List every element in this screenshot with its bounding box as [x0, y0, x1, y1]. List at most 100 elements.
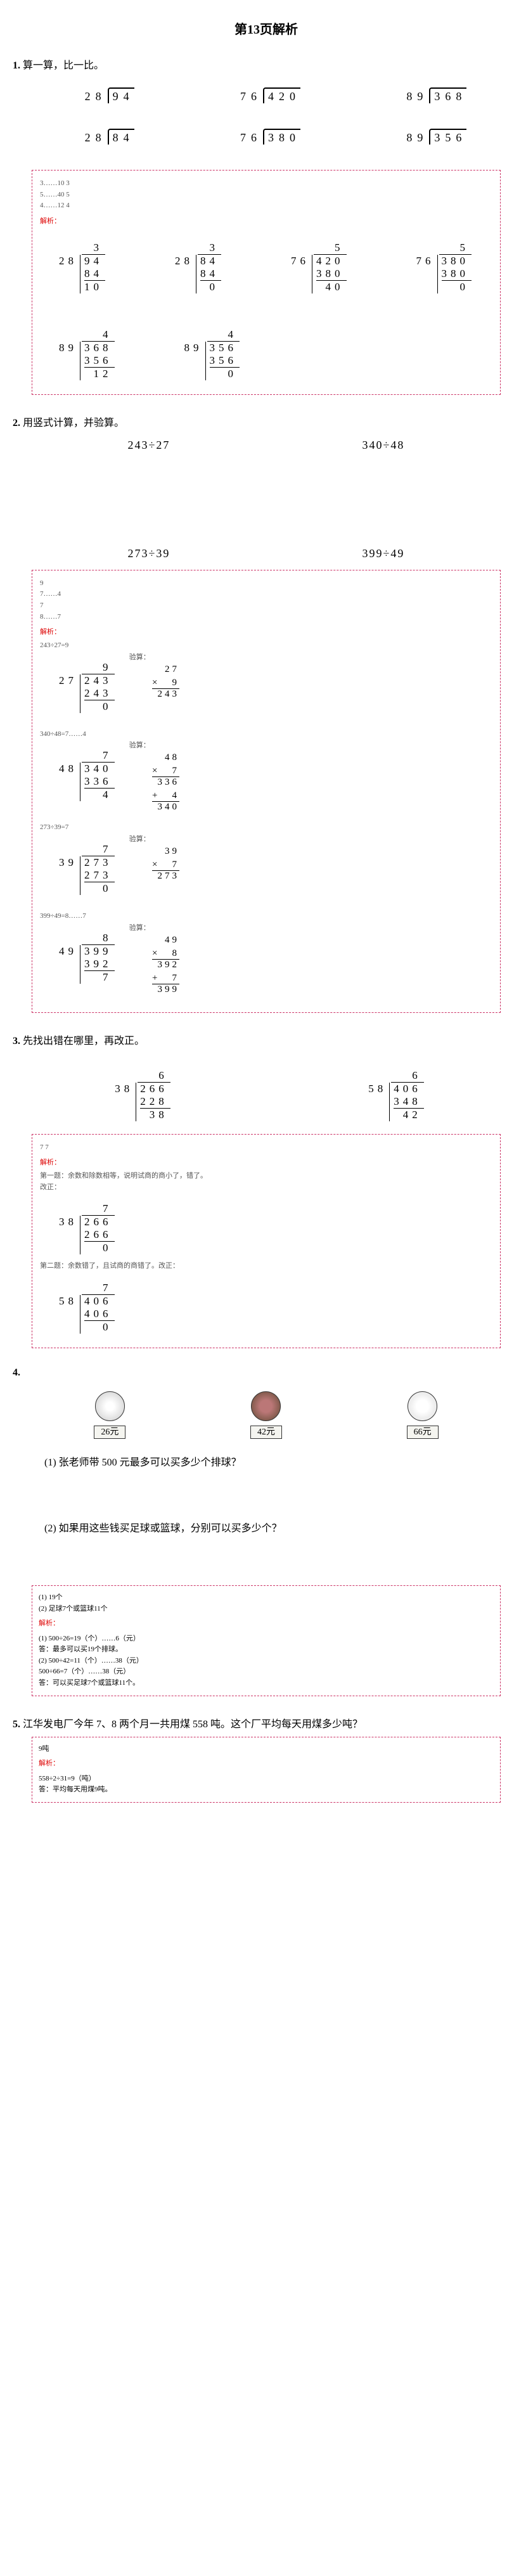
- verify-calc: 39 × 7 273: [152, 846, 179, 882]
- solution-line: 解析：: [39, 1758, 494, 1770]
- q1-solution: 3……10 35……40 54……12 4 解析： 3 28 94 84 10 …: [32, 170, 501, 395]
- q2-number: 2.: [13, 418, 20, 428]
- q3-problems: 6 38 266 228 38 6 58 406 348 42: [13, 1060, 507, 1128]
- q3-note2: 第二题：余数错了，且试商的商错了。改正：: [40, 1261, 492, 1272]
- price-tag: 66元: [407, 1426, 439, 1439]
- dividend: 420: [263, 87, 300, 103]
- solution-line: (1) 500÷26=19（个）……6（元）: [39, 1633, 494, 1645]
- long-division: 4 89 368 356 12: [59, 328, 115, 380]
- q3-ans: 7 7: [40, 1142, 492, 1154]
- verify-calc: 49 × 8 392+ 7 399: [152, 935, 179, 995]
- long-division: 6 58 406 348 42: [368, 1069, 424, 1121]
- long-division: 7 38 266 266 0: [59, 1202, 115, 1254]
- solution-line: (2) 500÷42=11（个）……38（元）: [39, 1656, 494, 1667]
- q2-row2: 273÷39 399÷49: [32, 547, 501, 560]
- verify-label: 验算：: [129, 924, 150, 932]
- long-division: 6 38 266 228 38: [115, 1069, 170, 1121]
- division-problem: 89 356: [406, 129, 466, 145]
- verify-label: 验算：: [129, 742, 150, 749]
- q4-prices: 26元 42元 66元: [32, 1391, 501, 1438]
- q4-number: 4.: [13, 1367, 20, 1378]
- q2-expr: 243÷27: [128, 439, 170, 452]
- q2-expr: 273÷39: [128, 547, 170, 560]
- q3-note1: 第一题：余数和除数相等，说明试商的商小了，错了。: [40, 1171, 492, 1182]
- solution-line: 500÷66=7（个）……38（元）: [39, 1666, 494, 1678]
- long-division: 7 58 406 406 0: [59, 1282, 115, 1334]
- division-problem: 76 380: [240, 129, 300, 145]
- q1-row1: 28 94 76 420 89 368: [32, 87, 507, 103]
- price-tag: 26元: [94, 1426, 125, 1439]
- q5-solution: 9吨解析： 558÷2÷31=9（吨）答：平均每天用煤9吨。: [32, 1737, 501, 1803]
- q2-row1: 243÷27 340÷48: [32, 439, 501, 452]
- division-problem: 76 420: [240, 87, 300, 103]
- q3-fix1: 7 38 266 266 0: [40, 1193, 492, 1261]
- verify-calc: 48 × 7 336+ 4 340: [152, 752, 179, 813]
- solution-line: (2) 足球7个或篮球11个: [39, 1604, 494, 1615]
- divisor: 28: [85, 131, 108, 145]
- q2-works: 243÷27=9 9 27 243 243 0 验算： 27 × 9 243 3…: [40, 640, 492, 995]
- q2-expr: 340÷48: [363, 439, 405, 452]
- q3-solution: 7 7 解析： 第一题：余数和除数相等，说明试商的商小了，错了。 改正： 7 3…: [32, 1134, 501, 1348]
- solution-line: 答：平均每天用煤9吨。: [39, 1784, 494, 1796]
- jiexi-label: 解析：: [40, 1157, 492, 1167]
- verify-label: 验算：: [129, 654, 150, 661]
- dividend: 356: [429, 129, 466, 145]
- q2-text: 用竖式计算，并验算。: [23, 418, 124, 428]
- jiexi-label: 解析：: [40, 626, 492, 636]
- divisor: 76: [240, 90, 263, 103]
- volleyball-icon: [95, 1391, 125, 1421]
- long-division: 7 39 273 273 0: [59, 843, 115, 895]
- equation: 340÷48=7……4: [40, 729, 492, 740]
- solution-line: 解析：: [39, 1618, 494, 1630]
- solution-line: 558÷2÷31=9（吨）: [39, 1774, 494, 1785]
- long-division: 3 28 84 84 0: [175, 242, 221, 293]
- divisor: 28: [85, 90, 108, 103]
- q5-text: 江华发电厂今年 7、8 两个月一共用煤 558 吨。这个厂平均每天用煤多少吨？: [23, 1719, 363, 1730]
- equation: 243÷27=9: [40, 640, 492, 652]
- long-division: 5 76 380 380 0: [416, 242, 472, 293]
- long-division: 3 28 94 84 10: [59, 242, 105, 293]
- page-title: 第13页解析: [13, 19, 507, 37]
- q2-hints: 97……478……7: [40, 578, 492, 622]
- q3-note1b: 改正：: [40, 1182, 492, 1194]
- solution-line: 答：可以买足球7个或篮球11个。: [39, 1678, 494, 1689]
- q3-text: 先找出错在哪里，再改正。: [23, 1036, 144, 1046]
- verify-label: 验算：: [129, 835, 150, 843]
- question-5: 5. 江华发电厂今年 7、8 两个月一共用煤 558 吨。这个厂平均每天用煤多少…: [13, 1715, 507, 1803]
- division-problem: 28 84: [85, 129, 134, 145]
- dividend: 94: [108, 87, 134, 103]
- q1-text: 算一算，比一比。: [23, 60, 104, 71]
- q4-solution: (1) 19个(2) 足球7个或篮球11个解析： (1) 500÷26=19（个）…: [32, 1585, 501, 1696]
- question-1: 1. 算一算，比一比。 28 94 76 420 89 368 28 84 76…: [13, 56, 507, 395]
- q2-expr: 399÷49: [363, 547, 405, 560]
- price-item: 66元: [407, 1391, 439, 1438]
- q3-fix2: 7 58 406 406 0: [40, 1272, 492, 1340]
- jiexi-label: 解析：: [40, 216, 492, 226]
- equation: 399÷49=8……7: [40, 911, 492, 922]
- q5-number: 5.: [13, 1719, 20, 1730]
- q4-sub2: (2) 如果用这些钱买足球或篮球，分别可以买多少个？: [44, 1519, 501, 1535]
- long-division: 7 48 340 336 4: [59, 749, 115, 801]
- price-item: 42元: [250, 1391, 282, 1438]
- dividend: 84: [108, 129, 134, 145]
- solution-line: 答：最多可以买19个排球。: [39, 1644, 494, 1656]
- solution-line: 9吨: [39, 1744, 494, 1755]
- divisor: 89: [406, 90, 429, 103]
- dividend: 368: [429, 87, 466, 103]
- equation: 273÷39=7: [40, 822, 492, 834]
- q1-works: 3 28 94 84 10 3 28 84 84 0 5 76 420 380: [40, 232, 492, 387]
- q2-solution: 97……478……7 解析： 243÷27=9 9 27 243 243 0 验…: [32, 570, 501, 1013]
- verify-calc: 27 × 9 243: [152, 664, 179, 700]
- price-item: 26元: [94, 1391, 125, 1438]
- division-problem: 28 94: [85, 87, 134, 103]
- football-icon: [408, 1391, 437, 1421]
- solution-line: (1) 19个: [39, 1592, 494, 1604]
- q4-sub1: (1) 张老师带 500 元最多可以买多少个排球？: [44, 1453, 501, 1469]
- divisor: 76: [240, 131, 263, 145]
- long-division: 5 76 420 380 40: [291, 242, 347, 293]
- divisor: 89: [406, 131, 429, 145]
- long-division: 8 49 399 392 7: [59, 932, 115, 984]
- dividend: 380: [263, 129, 300, 145]
- long-division: 9 27 243 243 0: [59, 661, 115, 713]
- q1-hints: 3……10 35……40 54……12 4: [40, 178, 492, 212]
